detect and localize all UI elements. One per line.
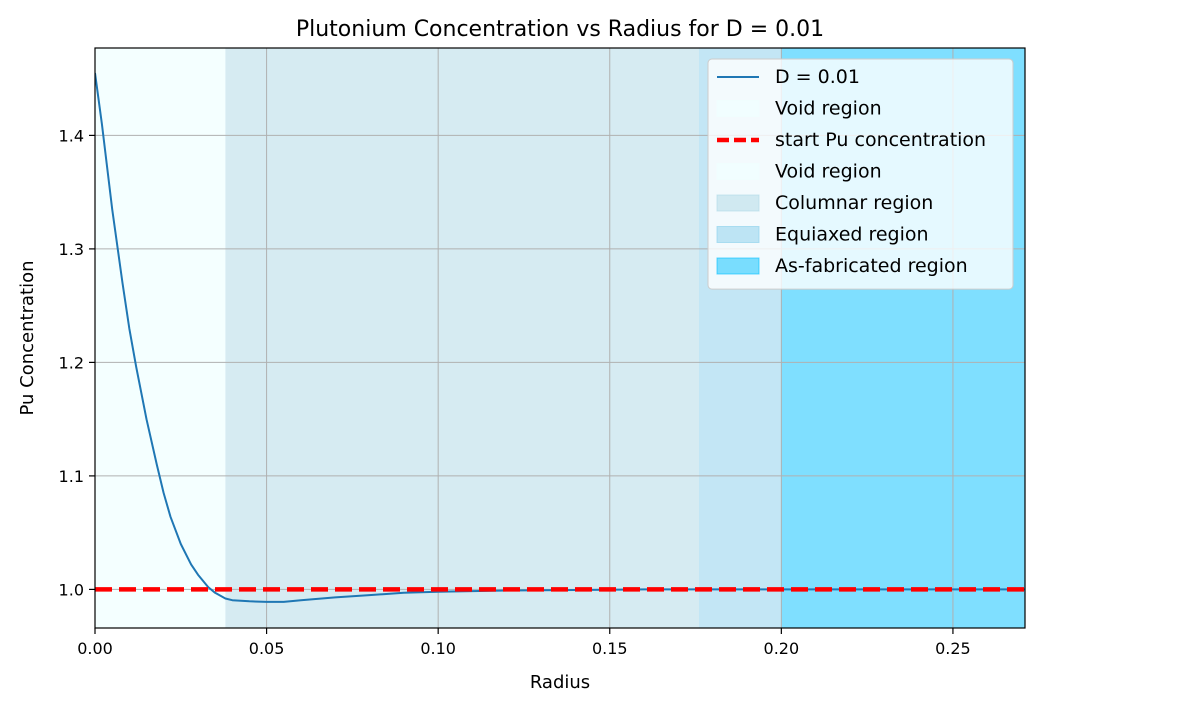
legend-handle — [716, 194, 760, 212]
legend-label: start Pu concentration — [775, 129, 986, 151]
legend-box — [707, 58, 1014, 290]
legend-handle — [716, 226, 760, 243]
x-tick-label: 0.25 — [935, 639, 971, 658]
legend-label: Void region — [775, 161, 882, 183]
chart-title: Plutonium Concentration vs Radius for D … — [296, 17, 824, 42]
legend-label: Void region — [775, 98, 882, 120]
legend-handle — [716, 100, 760, 117]
x-tick-label: 0.10 — [420, 639, 456, 658]
legend-label: Equiaxed region — [775, 224, 929, 246]
y-tick-label: 1.3 — [59, 240, 84, 259]
y-axis-label: Pu Concentration — [17, 260, 38, 415]
plot-frame — [94, 47, 1026, 629]
region-void-region — [95, 48, 226, 628]
y-tick-label: 1.0 — [59, 580, 84, 599]
legend-handle — [716, 163, 760, 180]
y-tick-label: 1.4 — [59, 126, 84, 145]
x-tick-label: 0.00 — [77, 639, 113, 658]
y-tick-label: 1.2 — [59, 353, 84, 372]
x-tick-label: 0.20 — [764, 639, 800, 658]
legend-label: As-fabricated region — [775, 255, 968, 277]
legend-label: D = 0.01 — [775, 66, 860, 88]
x-tick-label: 0.05 — [249, 639, 285, 658]
legend-handle — [716, 257, 760, 275]
legend: D = 0.01 Void region start Pu concentratio… — [707, 58, 1014, 290]
x-axis-label: Radius — [530, 672, 590, 693]
legend-label: Columnar region — [775, 192, 933, 214]
x-tick-label: 0.15 — [592, 639, 628, 658]
region-columnar-region — [225, 48, 699, 628]
y-tick-label: 1.1 — [59, 467, 84, 486]
